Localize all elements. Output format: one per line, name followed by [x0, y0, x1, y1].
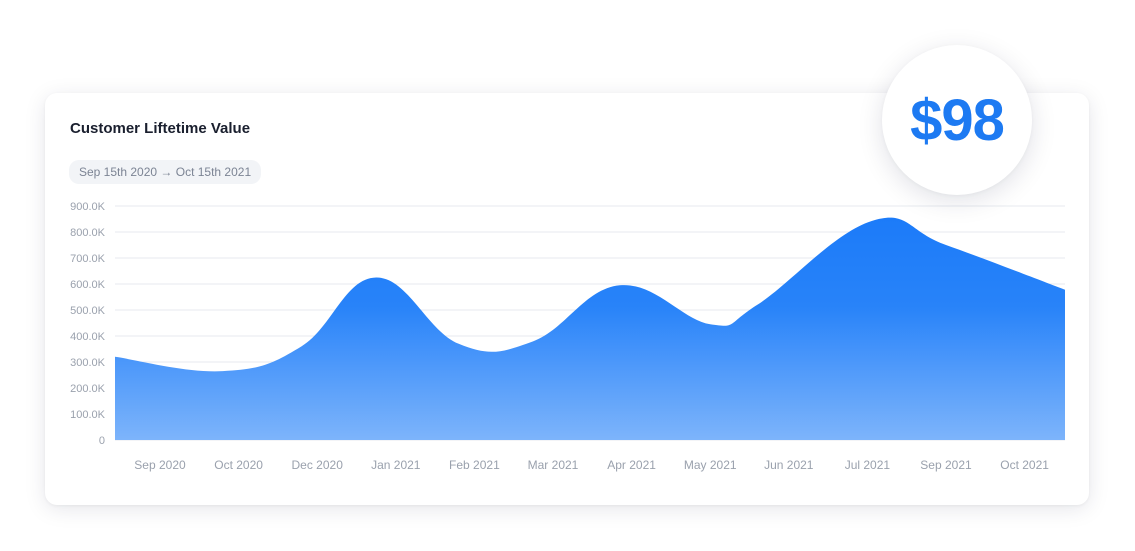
x-tick-label: Jul 2021 — [845, 458, 891, 472]
x-tick-label: Jun 2021 — [764, 458, 814, 472]
x-tick-label: Dec 2020 — [292, 458, 344, 472]
y-tick-label: 500.0K — [70, 305, 106, 317]
x-tick-label: Sep 2021 — [920, 458, 972, 472]
x-tick-label: Sep 2020 — [134, 458, 186, 472]
y-tick-label: 100.0K — [70, 409, 106, 421]
x-tick-label: Oct 2021 — [1000, 458, 1049, 472]
x-axis-ticks: Sep 2020 Oct 2020 Dec 2020 Jan 2021 Feb 2021… — [134, 458, 1049, 472]
x-tick-label: Oct 2020 — [214, 458, 263, 472]
x-tick-label: May 2021 — [684, 458, 737, 472]
y-tick-label: 200.0K — [70, 383, 106, 395]
x-tick-label: Apr 2021 — [607, 458, 656, 472]
y-tick-label: 300.0K — [70, 357, 106, 369]
y-tick-label: 700.0K — [70, 253, 106, 265]
y-axis-ticks: 0 100.0K 200.0K 300.0K 400.0K 500.0K 600.0K 700… — [70, 201, 106, 447]
y-tick-label: 800.0K — [70, 227, 106, 239]
y-tick-label: 0 — [99, 435, 105, 447]
y-tick-label: 600.0K — [70, 279, 106, 291]
area-series — [115, 217, 1065, 440]
area-series-fill — [115, 217, 1065, 440]
highlight-value: $98 — [910, 87, 1005, 153]
highlight-value-bubble: $98 — [882, 45, 1032, 195]
x-tick-label: Feb 2021 — [449, 458, 500, 472]
x-tick-label: Jan 2021 — [371, 458, 421, 472]
x-tick-label: Mar 2021 — [528, 458, 579, 472]
date-range-pill[interactable]: Sep 15th 2020 → Oct 15th 2021 — [69, 160, 262, 184]
y-tick-label: 900.0K — [70, 201, 106, 213]
y-tick-label: 400.0K — [70, 331, 106, 343]
chart-title: Customer Liftetime Value — [70, 120, 251, 137]
